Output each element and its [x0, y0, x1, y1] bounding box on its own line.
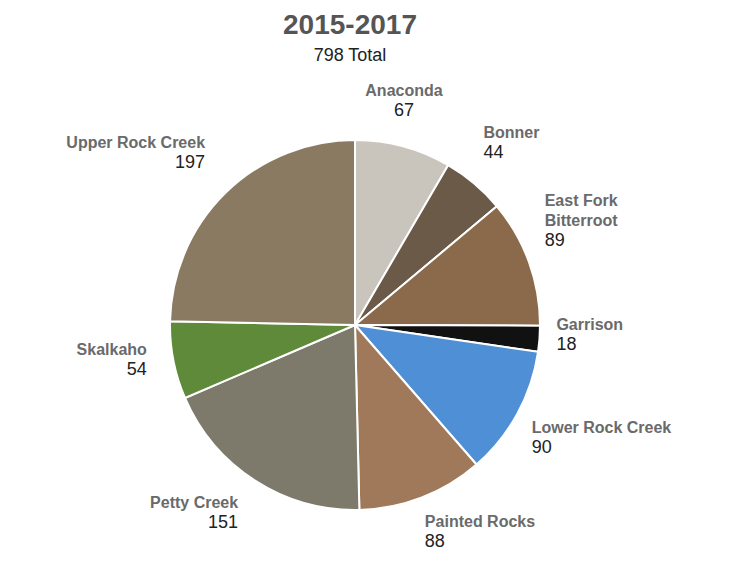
svg-text:Anaconda67: Anaconda67 — [365, 82, 442, 120]
svg-text:East ForkBitterroot89: East ForkBitterroot89 — [545, 192, 619, 250]
html-text:2015-2017: 2015-2017 — [283, 9, 417, 40]
svg-text:Upper Rock Creek197: Upper Rock Creek197 — [66, 134, 205, 172]
svg-text:Painted Rocks88: Painted Rocks88 — [425, 513, 535, 551]
svg-text:Garrison18: Garrison18 — [556, 316, 623, 354]
html-text:798 Total: 798 Total — [313, 45, 387, 65]
svg-text:Skalkaho54: Skalkaho54 — [77, 341, 147, 379]
svg-text:Lower Rock Creek90: Lower Rock Creek90 — [532, 419, 672, 457]
svg-text:Bonner44: Bonner44 — [483, 124, 539, 162]
svg-text:Petty Creek151: Petty Creek151 — [150, 494, 238, 532]
